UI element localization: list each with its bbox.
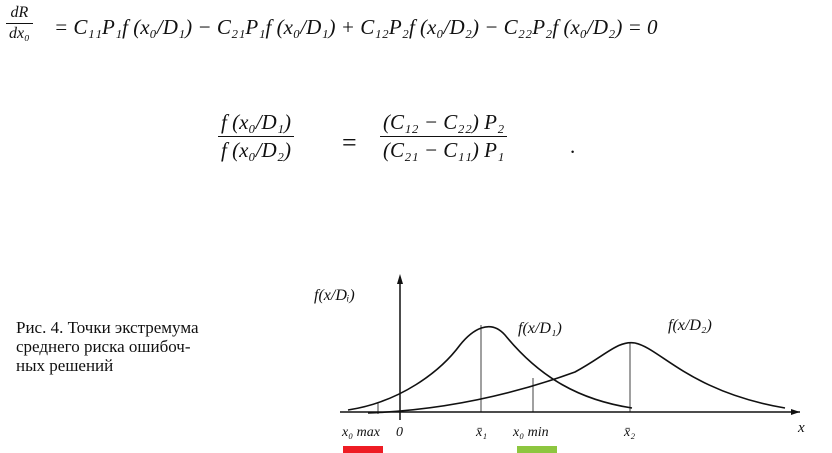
- curve-d1: [347, 325, 633, 411]
- red-marker: [343, 446, 383, 453]
- tick-label: x₀ max: [341, 425, 381, 440]
- curve-d2: [367, 341, 786, 414]
- period: .: [570, 134, 576, 158]
- y-axis-label: f(x/Dᵢ): [314, 287, 355, 304]
- numerator: (C₁₂ − C₂₂) P₂: [380, 110, 508, 137]
- tick-label: 0: [396, 425, 403, 440]
- denominator: (C₂₁ − C₁₁) P₁: [383, 138, 505, 162]
- caption-line: среднего риска ошибоч-: [16, 337, 191, 356]
- equals: =: [342, 128, 357, 157]
- tick-label: x̄₁: [475, 425, 487, 440]
- tick-label: x₀ min: [512, 425, 549, 440]
- denominator: f (x₀/D₂): [221, 138, 291, 162]
- ratio-right: (C₁₂ − C₂₂) P₂ (C₂₁ − C₁₁) P₁: [380, 110, 508, 163]
- y-arrow: [397, 274, 403, 284]
- x-axis-label: x: [797, 420, 805, 436]
- caption-line: Рис. 4. Точки экстремума: [16, 318, 199, 337]
- numerator: dR: [6, 4, 33, 24]
- x-arrow: [791, 409, 800, 415]
- green-marker: [517, 446, 557, 453]
- numerator: f (x₀/D₁): [218, 110, 294, 137]
- figure-caption: Рис. 4. Точки экстремума среднего риска …: [16, 318, 199, 375]
- curve-label: f(x/D₂): [668, 317, 712, 334]
- ratio-left: f (x₀/D₁) f (x₀/D₂): [218, 110, 294, 163]
- caption-line: ных решений: [16, 356, 114, 375]
- derivative-fraction: dR dx₀: [6, 4, 33, 43]
- denominator: dx₀: [9, 25, 30, 42]
- tick-label: x̄₂: [623, 425, 635, 440]
- equation-1-rhs: = C₁₁P₁f (x₀/D₁) − C₂₁P₁f (x₀/D₁) + C₁₂P…: [54, 15, 658, 39]
- curve-label: f(x/D₁): [518, 320, 562, 337]
